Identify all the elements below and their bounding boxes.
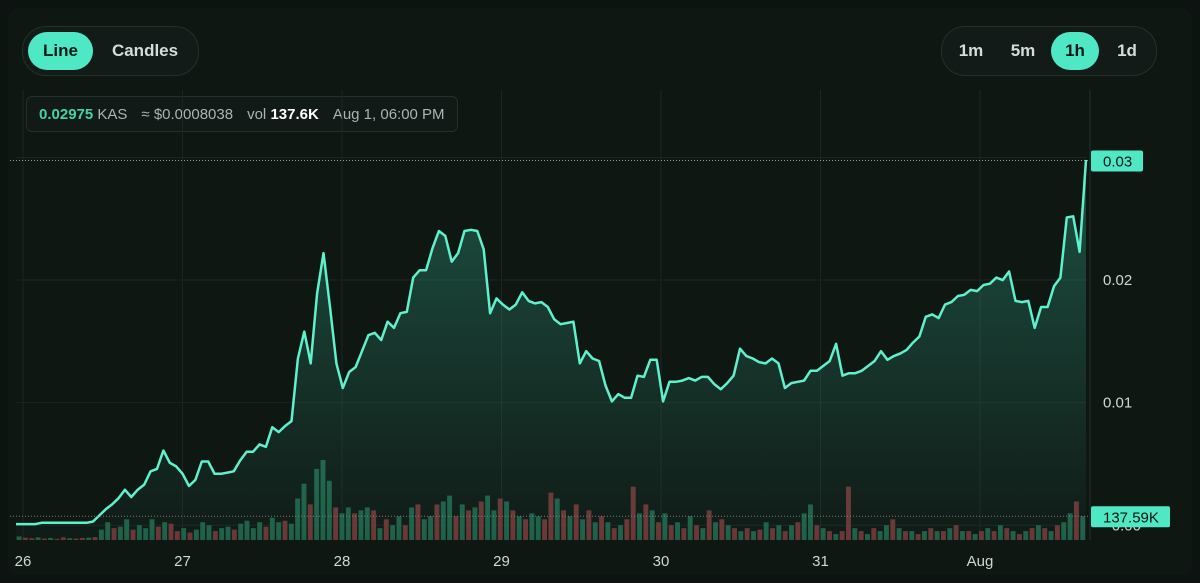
y-axis: 0.020.01−0.00 (1103, 272, 1141, 534)
current-price-label: 0.03 (1103, 154, 1132, 171)
chart-type-toggle: Line Candles (22, 26, 200, 76)
interval-toggle: 1m 5m 1h 1d (941, 26, 1157, 76)
y-tick-label: 0.02 (1103, 272, 1132, 289)
price-area (16, 159, 1086, 540)
price-value: 0.02975 (39, 105, 94, 123)
interval-1h-button[interactable]: 1h (1051, 32, 1099, 70)
x-tick-label: 28 (334, 553, 351, 570)
price-unit: KAS (97, 105, 128, 123)
x-tick-label: 29 (493, 553, 510, 570)
y-tick-label: 0.01 (1103, 395, 1132, 412)
volume-value: 137.6K (270, 105, 319, 123)
timestamp: Aug 1, 06:00 PM (332, 105, 445, 123)
interval-1d-button[interactable]: 1d (1103, 32, 1151, 70)
line-chart-button[interactable]: Line (28, 32, 93, 70)
volume-label: vol (247, 105, 267, 123)
price-info-bar: 0.02975 KAS ≈ $0.0008038 vol 137.6K Aug … (26, 96, 458, 132)
current-price-badge: 0.03 (1091, 150, 1143, 172)
current-volume-label: 137.59K (1103, 509, 1159, 526)
x-tick-label: 30 (653, 553, 670, 570)
x-tick-label: 27 (174, 553, 191, 570)
interval-1m-button[interactable]: 1m (947, 32, 995, 70)
candles-chart-button[interactable]: Candles (97, 32, 193, 70)
interval-5m-button[interactable]: 5m (999, 32, 1047, 70)
x-axis: 26 27 28 29 30 31 Aug (15, 553, 994, 570)
price-line (16, 159, 1088, 526)
current-volume-badge: 137.59K (1091, 506, 1170, 528)
usd-value: ≈ $0.0008038 (141, 105, 234, 123)
x-tick-label: 31 (812, 553, 829, 570)
x-tick-label: Aug (967, 553, 994, 570)
x-tick-label: 26 (15, 553, 32, 570)
